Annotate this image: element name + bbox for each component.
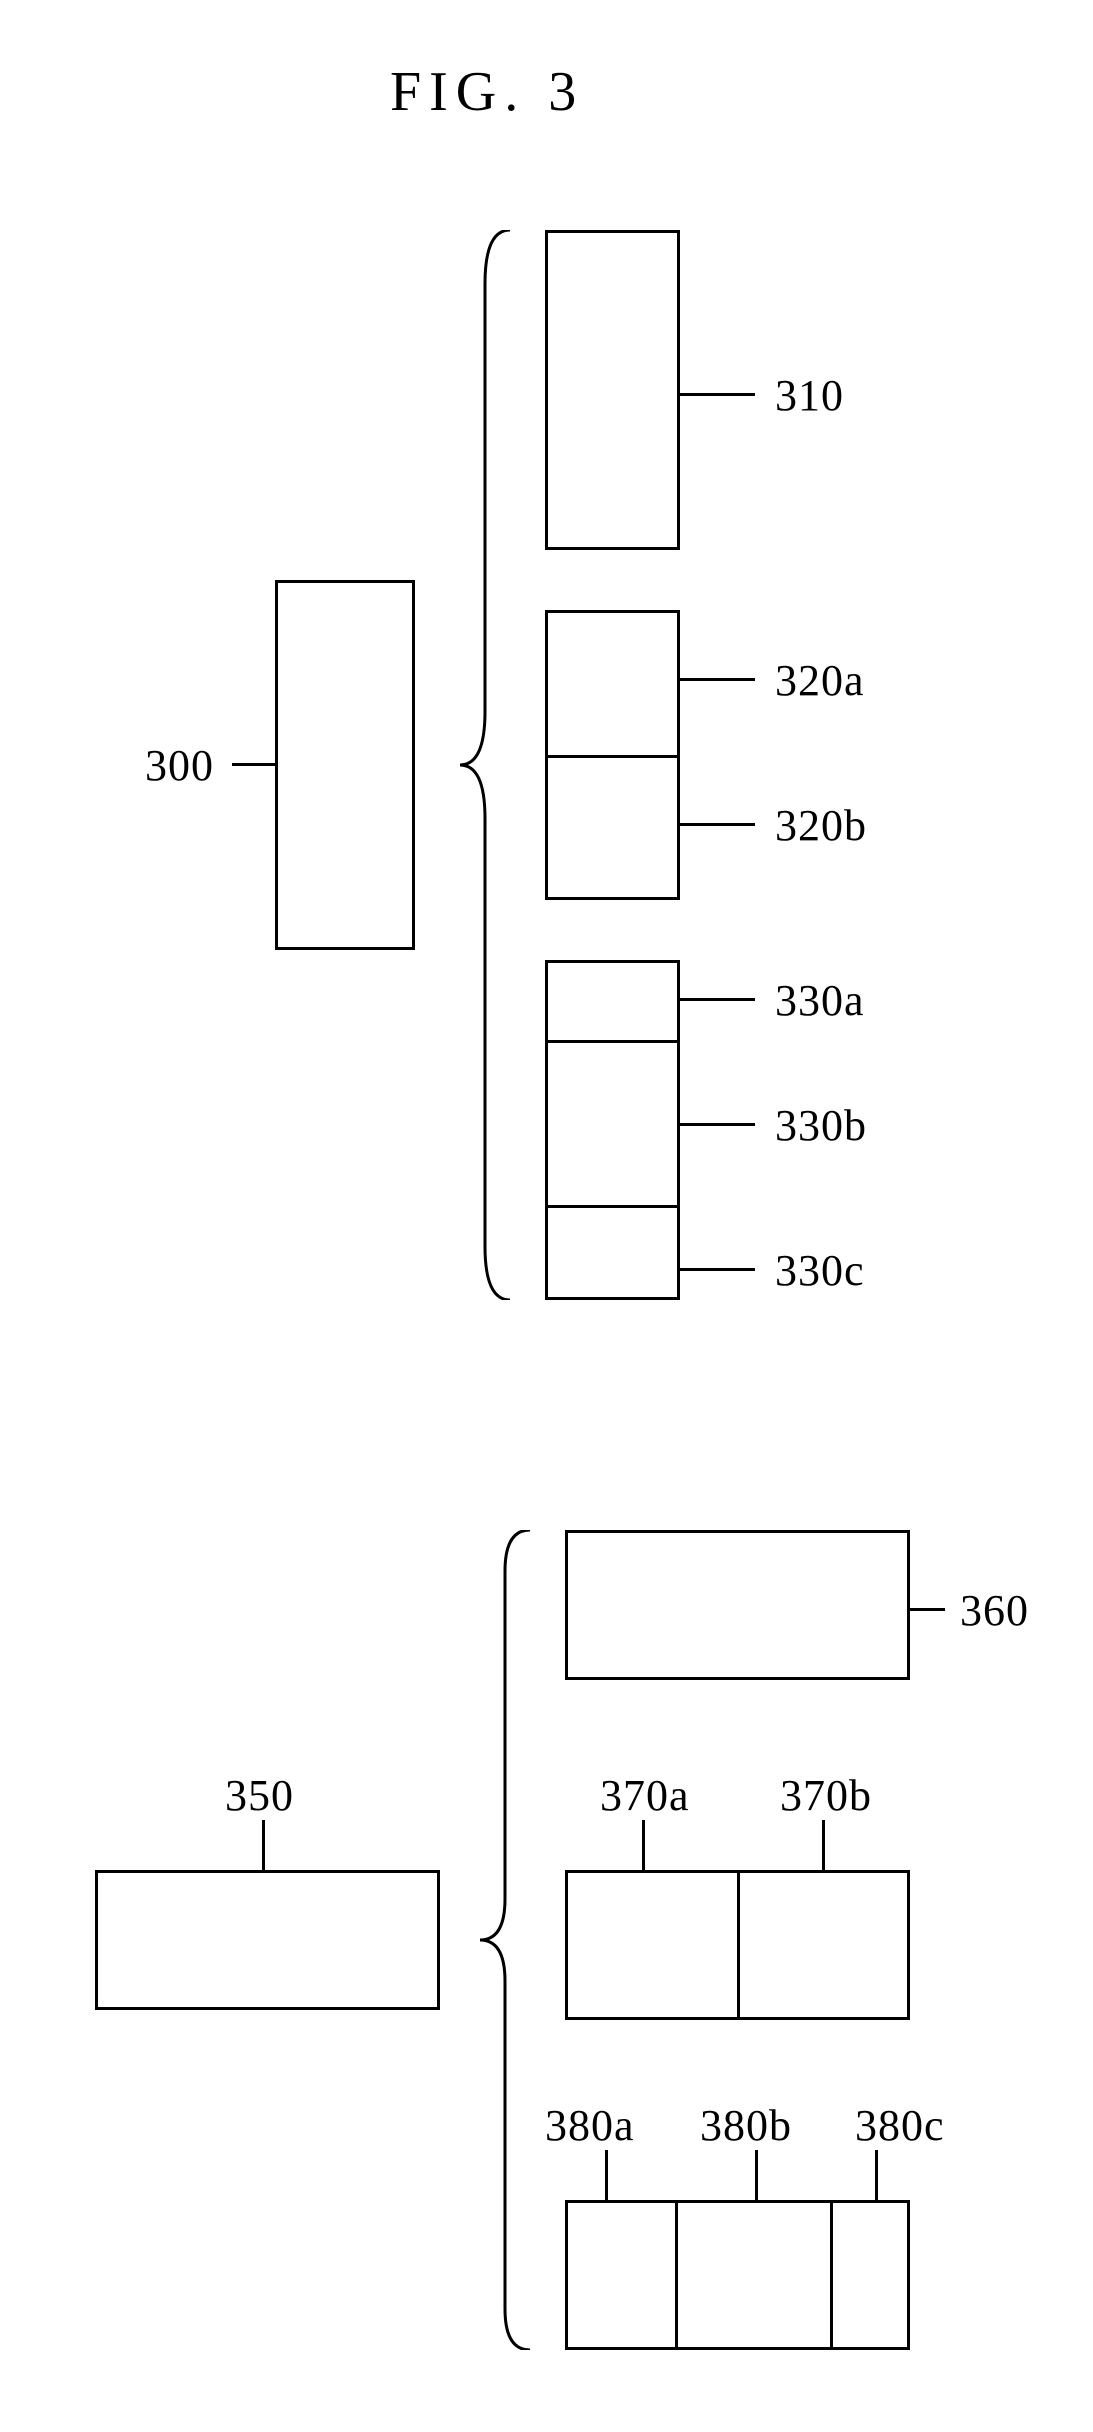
leader-380a [605, 2150, 608, 2200]
div-380-1 [675, 2200, 678, 2350]
leader-330c [680, 1268, 755, 1271]
brace-top-group [460, 230, 510, 1300]
div-330-1 [545, 1040, 680, 1043]
leader-330a [680, 998, 755, 1001]
label-300: 300 [145, 740, 214, 791]
div-320-1 [545, 755, 680, 758]
label-370b: 370b [780, 1770, 872, 1821]
box-380 [565, 2200, 910, 2350]
div-380-2 [830, 2200, 833, 2350]
box-360 [565, 1530, 910, 1680]
label-320a: 320a [775, 655, 865, 706]
label-380a: 380a [545, 2100, 635, 2151]
leader-360 [910, 1608, 945, 1611]
label-360: 360 [960, 1585, 1029, 1636]
label-370a: 370a [600, 1770, 690, 1821]
div-370-1 [737, 1870, 740, 2020]
div-330-2 [545, 1205, 680, 1208]
leader-380b [755, 2150, 758, 2200]
label-380c: 380c [855, 2100, 945, 2151]
figure-title: FIG. 3 [390, 60, 584, 124]
box-310 [545, 230, 680, 550]
label-330b: 330b [775, 1100, 867, 1151]
label-310: 310 [775, 370, 844, 421]
leader-370a [642, 1820, 645, 1870]
label-320b: 320b [775, 800, 867, 851]
leader-320b [680, 823, 755, 826]
brace-bottom-group [480, 1530, 530, 2350]
leader-380c [875, 2150, 878, 2200]
label-380b: 380b [700, 2100, 792, 2151]
leader-300 [232, 763, 275, 766]
leader-370b [822, 1820, 825, 1870]
box-330 [545, 960, 680, 1300]
label-330c: 330c [775, 1245, 865, 1296]
box-300 [275, 580, 415, 950]
leader-330b [680, 1123, 755, 1126]
leader-310 [680, 393, 755, 396]
leader-320a [680, 678, 755, 681]
label-350: 350 [225, 1770, 294, 1821]
leader-350 [262, 1820, 265, 1870]
box-350 [95, 1870, 440, 2010]
label-330a: 330a [775, 975, 865, 1026]
